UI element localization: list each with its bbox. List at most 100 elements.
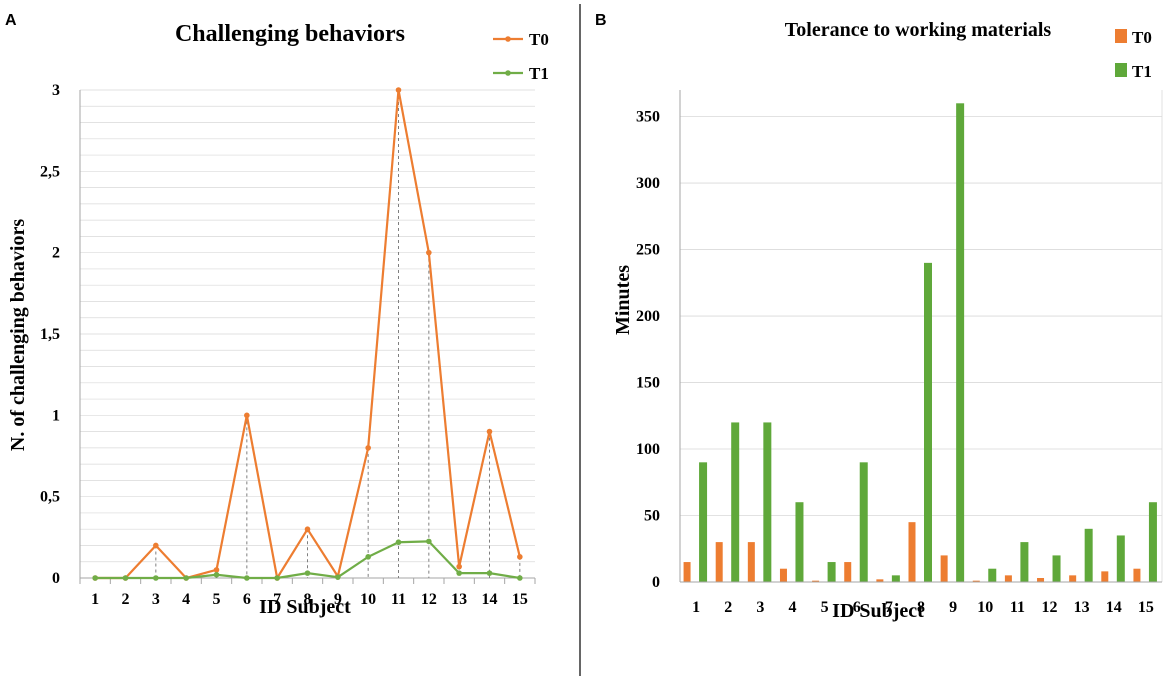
legend-label-t1: T1 (529, 64, 549, 83)
data-point-t0 (365, 445, 371, 451)
bar-t1 (731, 422, 740, 582)
data-point-t1 (274, 575, 280, 581)
y-tick-label: 50 (644, 508, 660, 525)
bar-t1 (1020, 542, 1029, 582)
data-point-t1 (426, 538, 432, 545)
x-tick-label: 7 (885, 599, 893, 616)
x-tick-label: 7 (273, 591, 281, 608)
x-tick-label: 8 (917, 599, 925, 616)
chart-a-xlabel: ID Subject (259, 596, 351, 618)
y-tick-label: 3 (52, 82, 60, 99)
x-tick-label: 1 (91, 591, 99, 608)
x-tick-label: 15 (1138, 599, 1154, 616)
y-tick-label: 1,5 (40, 326, 60, 343)
x-tick-label: 13 (451, 591, 467, 608)
x-tick-label: 4 (182, 591, 190, 608)
bar-t0 (844, 562, 852, 582)
data-point-t0 (456, 563, 462, 570)
bar-t0 (779, 568, 787, 582)
x-tick-label: 8 (304, 591, 312, 608)
bar-t0 (1133, 568, 1141, 582)
data-point-t1 (92, 575, 98, 581)
x-tick-label: 15 (512, 591, 528, 608)
x-tick-label: 5 (821, 599, 829, 616)
data-point-t1 (183, 575, 189, 581)
panel-a-label: A (5, 12, 17, 29)
legend-marker-t1 (505, 70, 511, 76)
chart-b-ylabel: Minutes (612, 265, 634, 335)
data-point-t0 (304, 526, 311, 532)
chart-b-xlabel: ID Subject (832, 600, 924, 622)
bar-t1 (763, 422, 772, 582)
data-point-t0 (153, 542, 159, 549)
legend-label-t0: T0 (529, 30, 549, 49)
x-tick-label: 11 (391, 591, 406, 608)
legend-label-t1: T1 (1132, 62, 1152, 81)
bar-t1 (891, 575, 900, 582)
bar-t1 (924, 262, 932, 582)
x-tick-label: 10 (360, 591, 376, 608)
bar-t1 (988, 568, 997, 582)
y-tick-label: 2,5 (40, 163, 60, 180)
data-point-t1 (517, 575, 523, 581)
bar-t1 (1084, 528, 1093, 582)
x-tick-label: 14 (482, 591, 498, 608)
data-point-t0 (486, 428, 493, 435)
x-tick-label: 6 (243, 591, 251, 608)
data-point-t1 (153, 575, 159, 581)
x-tick-label: 6 (853, 599, 861, 616)
legend-label-t0: T0 (1132, 28, 1152, 47)
data-point-t1 (244, 575, 250, 581)
bar-t0 (908, 522, 916, 582)
y-tick-label: 250 (636, 242, 660, 259)
bar-t1 (1148, 502, 1157, 582)
x-tick-label: 9 (949, 599, 957, 616)
bar-t1 (1052, 555, 1061, 582)
data-point-t1 (365, 554, 371, 560)
panel-b-label: B (595, 12, 607, 29)
y-tick-label: 2 (52, 245, 60, 262)
data-point-t0 (426, 249, 432, 256)
bar-t1 (956, 103, 965, 582)
data-point-t1 (304, 570, 311, 576)
data-point-t1 (456, 570, 462, 576)
x-tick-label: 5 (213, 591, 221, 608)
y-tick-label: 150 (636, 375, 660, 392)
bar-t1 (699, 462, 708, 582)
y-tick-label: 200 (636, 308, 660, 325)
x-tick-label: 1 (692, 599, 700, 616)
x-tick-label: 3 (152, 591, 160, 608)
y-tick-label: 1 (52, 407, 60, 424)
legend-swatch-t0 (1115, 29, 1127, 43)
bar-t0 (683, 562, 691, 582)
x-tick-label: 9 (334, 591, 342, 608)
y-tick-label: 350 (636, 109, 660, 126)
bar-t0 (940, 555, 948, 582)
data-point-t1 (395, 539, 402, 546)
bar-t0 (812, 580, 820, 582)
data-point-t1 (213, 571, 220, 578)
x-tick-label: 4 (788, 599, 796, 616)
chart-a-ylabel: N. of challenging behaviors (7, 219, 29, 451)
x-tick-label: 14 (1106, 599, 1122, 616)
y-tick-label: 300 (636, 175, 660, 192)
data-point-t1 (486, 570, 493, 576)
x-tick-label: 2 (122, 591, 130, 608)
legend-marker-t0 (505, 36, 511, 42)
x-tick-label: 12 (421, 591, 437, 608)
bar-t0 (1004, 575, 1012, 582)
x-tick-label: 3 (756, 599, 764, 616)
y-tick-label: 0 (652, 574, 660, 591)
bar-t0 (747, 542, 755, 582)
y-tick-label: 0 (52, 570, 60, 587)
bar-t0 (1101, 571, 1109, 582)
data-point-t1 (335, 574, 341, 580)
x-tick-label: 2 (724, 599, 732, 616)
bar-t1 (859, 462, 868, 582)
bar-t1 (827, 562, 836, 582)
bar-t0 (715, 542, 723, 582)
x-tick-label: 13 (1074, 599, 1090, 616)
bar-t0 (972, 580, 980, 582)
